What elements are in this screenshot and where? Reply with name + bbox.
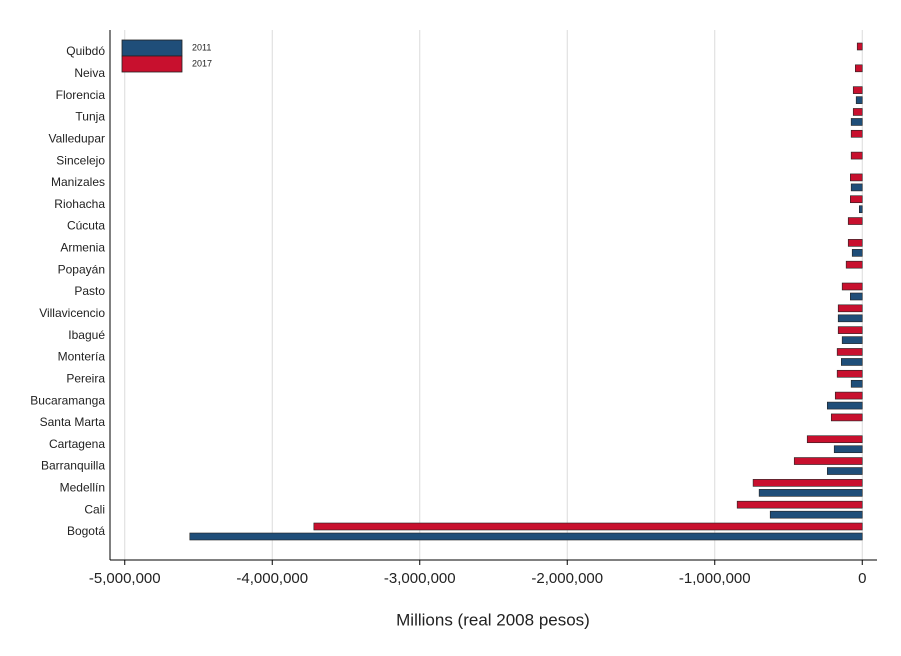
bar xyxy=(847,217,863,225)
bar xyxy=(836,369,863,378)
y-tick-label: Pereira xyxy=(66,371,105,385)
bar xyxy=(850,151,863,160)
bar xyxy=(826,467,863,475)
y-tick-label: Manizales xyxy=(51,175,105,189)
bar xyxy=(850,118,863,126)
bar xyxy=(837,304,863,313)
legend-label: 2017 xyxy=(192,58,212,68)
bar xyxy=(856,42,863,51)
bar xyxy=(850,379,863,388)
bar xyxy=(855,96,863,104)
bar xyxy=(826,401,863,410)
bar xyxy=(855,64,863,73)
y-tick-label: Cartagena xyxy=(49,437,105,451)
y-tick-label: Santa Marta xyxy=(40,415,106,429)
bar xyxy=(313,522,863,531)
y-tick-label: Popayán xyxy=(58,262,105,276)
y-tick-label: Valledupar xyxy=(49,131,105,145)
bar xyxy=(852,86,863,94)
y-tick-label: Barranquilla xyxy=(41,459,105,473)
bar xyxy=(836,348,863,356)
bar xyxy=(752,479,863,487)
y-tick-label: Florencia xyxy=(56,88,106,102)
bar xyxy=(736,500,863,509)
bar xyxy=(845,260,863,269)
y-tick-label: Ibagué xyxy=(68,328,105,342)
y-tick-label: Tunja xyxy=(75,110,105,124)
legend-label: 2011 xyxy=(192,42,211,52)
bar xyxy=(837,314,863,323)
bar xyxy=(852,108,863,116)
bar xyxy=(850,173,863,182)
x-tick-label: -4,000,000 xyxy=(236,570,308,587)
bar xyxy=(850,195,863,204)
bar xyxy=(847,239,863,247)
legend-swatch xyxy=(121,55,183,73)
x-tick-label: -2,000,000 xyxy=(531,570,603,587)
bar xyxy=(758,489,863,497)
y-tick-label: Cúcuta xyxy=(67,219,105,233)
bar xyxy=(793,457,863,465)
bar xyxy=(841,282,863,291)
bar xyxy=(769,510,863,519)
y-tick-label: Montería xyxy=(58,350,106,364)
y-tick-label: Pasto xyxy=(74,284,105,298)
y-tick-label: Neiva xyxy=(74,66,105,80)
x-tick-label: -1,000,000 xyxy=(679,570,751,587)
bar xyxy=(806,435,863,444)
bar xyxy=(851,249,863,257)
legend-swatch xyxy=(121,39,183,57)
y-tick-label: Medellín xyxy=(60,481,105,495)
bar xyxy=(834,391,863,400)
bar xyxy=(189,532,863,541)
y-tick-label: Bogotá xyxy=(67,524,105,538)
y-tick-label: Armenia xyxy=(60,241,105,255)
y-tick-label: Cali xyxy=(84,502,105,516)
x-tick-label: 0 xyxy=(858,570,866,587)
bar xyxy=(833,445,863,454)
x-tick-label: -5,000,000 xyxy=(89,570,161,587)
bar xyxy=(850,129,863,138)
bar xyxy=(841,358,863,366)
y-tick-label: Riohacha xyxy=(54,197,105,211)
x-axis-label: Millions (real 2008 pesos) xyxy=(396,610,590,629)
y-tick-label: Villavicencio xyxy=(39,306,105,320)
bar xyxy=(837,326,863,334)
x-tick-label: -3,000,000 xyxy=(384,570,456,587)
y-tick-label: Sincelejo xyxy=(56,153,105,167)
bar xyxy=(858,205,863,214)
bar xyxy=(850,292,863,301)
bar xyxy=(850,183,863,192)
bar xyxy=(830,413,863,422)
bar xyxy=(841,336,863,344)
y-tick-label: Quibdó xyxy=(66,44,105,58)
y-tick-label: Bucaramanga xyxy=(30,393,105,407)
